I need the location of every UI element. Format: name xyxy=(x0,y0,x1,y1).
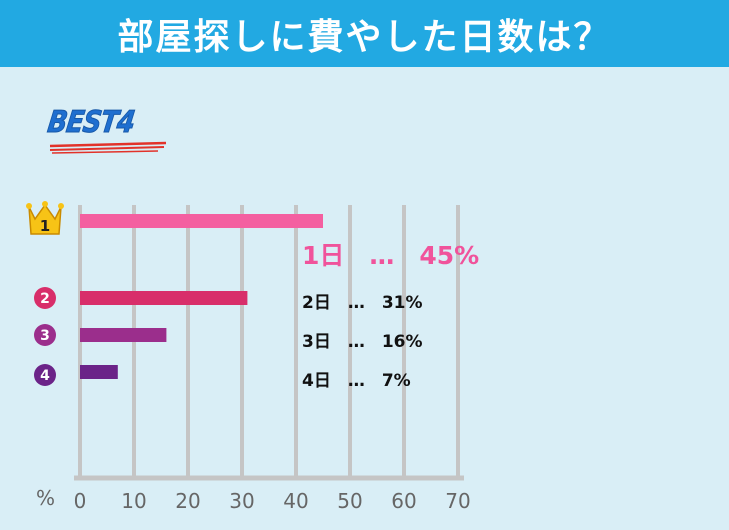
bar xyxy=(80,365,118,379)
crown-icon: 1 xyxy=(26,201,64,235)
circle-number-icon: 4 xyxy=(34,364,56,386)
rank-number: 2 xyxy=(40,291,50,307)
bar xyxy=(80,328,167,342)
value-label: 4日 … 7% xyxy=(302,371,411,391)
page-title: 部屋探しに費やした日数は？ xyxy=(117,16,612,58)
x-tick-label: 20 xyxy=(175,489,200,513)
badge-underline xyxy=(49,141,167,154)
value-label: 2日 … 31% xyxy=(302,293,423,313)
circle-number-icon: 2 xyxy=(34,287,56,309)
x-tick-label: 60 xyxy=(391,489,416,513)
rank-number: 1 xyxy=(40,217,50,235)
circle-number-icon: 3 xyxy=(34,324,56,346)
rank-number: 4 xyxy=(40,368,50,384)
header-bar: 部屋探しに費やした日数は？ xyxy=(0,0,729,67)
x-tick-label: 30 xyxy=(229,489,254,513)
value-label: 1日 … 45% xyxy=(302,241,480,270)
x-tick-label: 40 xyxy=(283,489,308,513)
x-tick-label: 70 xyxy=(445,489,470,513)
x-tick-label: 50 xyxy=(337,489,362,513)
best-badge: BEST4 xyxy=(45,105,167,154)
bar xyxy=(80,291,248,305)
x-tick-label: 10 xyxy=(121,489,146,513)
bar xyxy=(80,214,323,228)
x-tick-label: 0 xyxy=(74,489,87,513)
x-axis-unit: % xyxy=(36,486,56,510)
rank-number: 3 xyxy=(40,328,50,344)
value-label: 3日 … 16% xyxy=(302,332,423,352)
